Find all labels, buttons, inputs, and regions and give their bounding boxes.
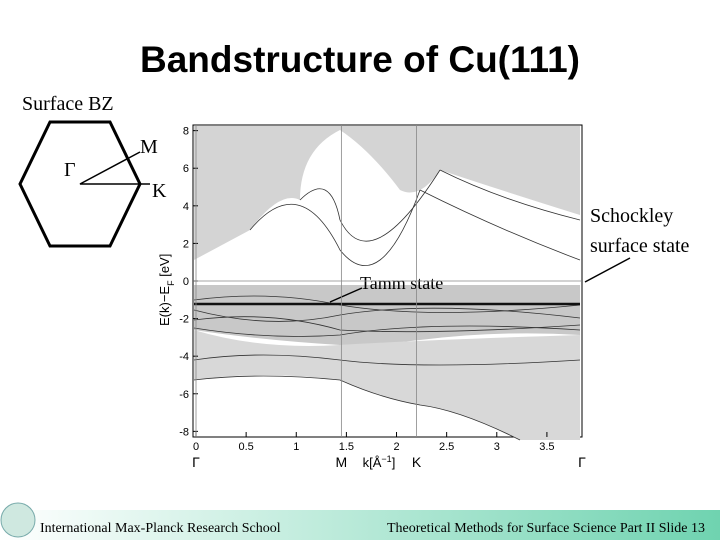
symmetry-label: Γ xyxy=(578,454,586,470)
band-region xyxy=(194,126,580,260)
x-tick-label: 1.5 xyxy=(339,441,354,453)
y-tick-label: 8 xyxy=(183,126,189,138)
footer-bar xyxy=(0,510,720,540)
x-tick-label: 0.5 xyxy=(238,441,253,453)
symmetry-label: M xyxy=(336,454,348,470)
bz-label: Surface BZ xyxy=(22,93,114,115)
x-axis-label-part: ] xyxy=(392,455,396,470)
footer-right: Theoretical Methods for Surface Science … xyxy=(387,521,705,536)
y-tick-label: -2 xyxy=(179,314,189,326)
bz-point: Γ xyxy=(64,159,76,181)
x-tick-label: 1 xyxy=(293,441,299,453)
bz-path xyxy=(79,151,150,185)
logo xyxy=(0,502,36,538)
bz-point: M xyxy=(140,136,158,158)
y-tick-label: 6 xyxy=(183,163,189,175)
bz-hexagon xyxy=(18,120,142,248)
x-axis-label-part: −1 xyxy=(381,454,391,464)
y-tick-label: -6 xyxy=(179,389,189,401)
y-tick-label: -4 xyxy=(179,351,189,363)
y-tick-label: 2 xyxy=(183,238,189,250)
y-axis-label-part: [eV] xyxy=(157,254,172,281)
y-tick-label: 4 xyxy=(183,201,189,213)
footer-left: International Max-Planck Research School xyxy=(40,521,281,536)
y-tick-label: 0 xyxy=(183,276,189,288)
y-axis-label-part: F xyxy=(166,280,176,286)
x-axis-label: k[Å−1] xyxy=(363,454,396,470)
symmetry-label: Γ xyxy=(192,454,200,470)
x-tick-label: 2 xyxy=(393,441,399,453)
symmetry-label: K xyxy=(412,454,422,470)
x-tick-label: 3 xyxy=(494,441,500,453)
arrow xyxy=(584,257,631,283)
bz-point: K xyxy=(152,180,167,202)
x-tick-label: 0 xyxy=(193,441,199,453)
band-lines xyxy=(193,169,581,441)
y-tick-label: -8 xyxy=(179,426,189,438)
y-axis-label: E(k)−EF [eV] xyxy=(157,254,176,326)
arrow xyxy=(329,287,363,303)
x-tick-label: 3.5 xyxy=(539,441,554,453)
annotation: surface state xyxy=(590,235,690,257)
band-region xyxy=(194,330,580,440)
band-plot: Tamm state 8 6 4 2 0 -2 -4 -6 -8 0 0.5 1 1.5 2 2.5 3 3.5… xyxy=(157,124,586,470)
annotation: Tamm state xyxy=(360,273,443,293)
y-axis-label-part: E(k)−E xyxy=(157,286,172,326)
title: Bandstructure of Cu(111) xyxy=(140,39,580,80)
x-tick-label: 2.5 xyxy=(439,441,454,453)
x-axis-label-part: k[Å xyxy=(363,455,382,470)
annotation: Schockley xyxy=(590,205,673,227)
